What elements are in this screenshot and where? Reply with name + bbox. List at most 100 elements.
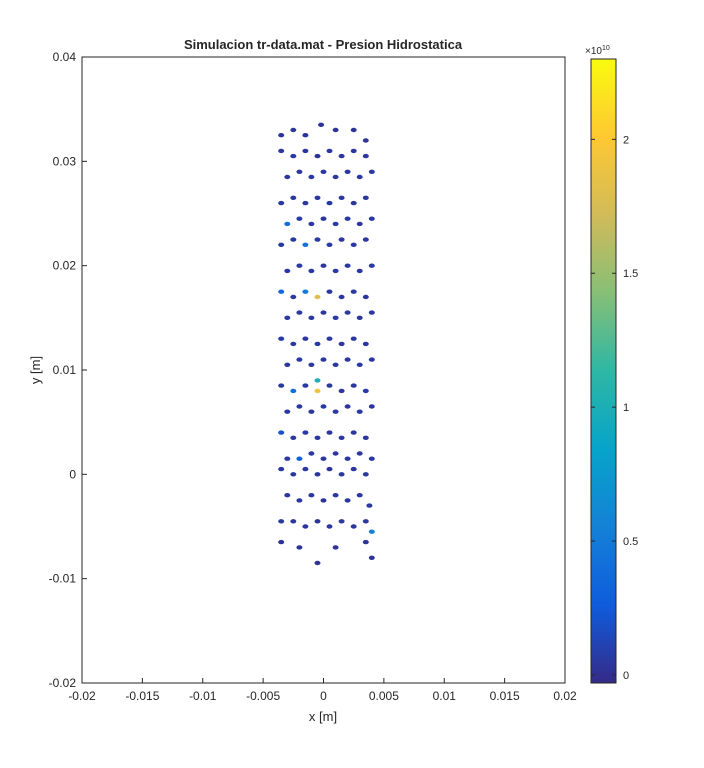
- data-point-148: [332, 127, 339, 133]
- data-point-78: [350, 336, 357, 341]
- data-point-49: [308, 409, 315, 414]
- data-point-121: [290, 195, 297, 200]
- data-point-105: [290, 237, 297, 242]
- data-point-136: [278, 148, 285, 154]
- data-point-120: [278, 200, 285, 206]
- data-point-85: [344, 310, 351, 315]
- data-point-104: [278, 242, 285, 247]
- data-point-137: [290, 153, 297, 159]
- data-point-149: [350, 127, 357, 133]
- data-point-43: [326, 430, 333, 435]
- data-point-30: [362, 472, 369, 477]
- data-point-127: [362, 195, 369, 200]
- data-point-18: [320, 498, 327, 503]
- y-tick-label-2: 0: [69, 467, 76, 481]
- data-point-117: [344, 216, 351, 221]
- data-point-131: [320, 169, 327, 174]
- data-point-70: [356, 362, 363, 367]
- data-point-8: [302, 524, 309, 529]
- data-point-69: [344, 357, 351, 362]
- colorbar-tick-label-1: 0.5: [623, 536, 638, 548]
- data-point-107: [314, 237, 321, 242]
- data-point-47: [284, 409, 291, 414]
- data-point-98: [308, 268, 315, 274]
- data-point-27: [326, 466, 333, 472]
- data-point-108: [326, 242, 333, 247]
- data-point-123: [314, 195, 321, 200]
- colorbar-exponent-base: ×10: [585, 46, 602, 57]
- data-point-52: [344, 404, 351, 409]
- data-point-58: [314, 388, 321, 394]
- data-point-77: [338, 341, 345, 347]
- data-point-91: [314, 294, 321, 300]
- data-point-62: [362, 388, 369, 394]
- chart-title: Simulacion tr-data.mat - Presion Hidrost…: [184, 37, 463, 52]
- data-point-5: [368, 555, 375, 560]
- data-point-63: [284, 362, 291, 367]
- data-point-94: [350, 289, 357, 294]
- data-point-106: [302, 242, 309, 247]
- plot-area: [82, 57, 565, 683]
- data-point-19: [332, 493, 339, 498]
- data-point-34: [320, 456, 327, 461]
- x-tick-label-0: -0.02: [68, 689, 96, 703]
- x-tick-label-6: 0.01: [433, 689, 457, 703]
- y-tick-label-1: -0.01: [49, 572, 77, 586]
- y-tick-label-3: 0.01: [53, 363, 77, 377]
- data-point-147: [318, 122, 325, 128]
- data-point-122: [302, 200, 309, 206]
- data-point-139: [314, 153, 321, 159]
- colorbar-exponent: ×1010: [585, 45, 610, 57]
- data-point-126: [350, 200, 357, 206]
- data-point-50: [320, 404, 327, 409]
- data-point-37: [356, 451, 363, 456]
- data-point-24: [290, 472, 297, 477]
- data-point-86: [356, 315, 363, 320]
- data-point-84: [332, 315, 339, 320]
- data-point-46: [362, 435, 369, 440]
- data-point-95: [362, 294, 369, 300]
- data-point-67: [320, 357, 327, 362]
- data-point-145: [290, 127, 297, 133]
- x-tick-label-2: -0.01: [189, 689, 217, 703]
- data-point-22: [366, 503, 373, 508]
- data-point-73: [290, 341, 297, 347]
- data-point-28: [338, 472, 345, 477]
- data-point-87: [368, 310, 375, 315]
- x-tick-label-5: 0.005: [369, 689, 399, 703]
- data-point-36: [344, 456, 351, 461]
- data-point-125: [338, 195, 345, 200]
- data-point-55: [278, 383, 285, 388]
- data-point-2: [314, 560, 321, 566]
- data-point-12: [350, 524, 357, 529]
- data-point-113: [296, 216, 303, 221]
- data-point-76: [326, 336, 333, 341]
- data-point-44: [338, 435, 345, 440]
- data-point-68: [332, 362, 339, 367]
- data-point-89: [290, 294, 297, 300]
- data-point-26: [314, 472, 321, 477]
- data-point-31: [284, 456, 291, 461]
- data-point-101: [344, 263, 351, 268]
- x-tick-label-3: -0.005: [246, 689, 280, 703]
- colorbar-tick-label-4: 2: [623, 134, 629, 146]
- data-point-83: [320, 310, 327, 315]
- data-point-15: [284, 493, 291, 498]
- data-point-116: [332, 221, 339, 227]
- colorbar-exponent-power: 10: [602, 45, 610, 52]
- data-point-56: [290, 388, 297, 394]
- data-point-53: [356, 409, 363, 414]
- data-point-17: [308, 493, 315, 498]
- data-point-109: [338, 237, 345, 242]
- data-point-144: [278, 133, 285, 138]
- data-point-11: [338, 519, 345, 524]
- data-point-38: [368, 456, 375, 461]
- data-point-72: [278, 336, 285, 341]
- data-point-29: [350, 466, 357, 472]
- data-point-51: [332, 409, 339, 414]
- data-point-134: [356, 174, 363, 180]
- data-point-23: [278, 466, 285, 472]
- data-point-40: [290, 435, 297, 440]
- colorbar-tick-label-3: 1.5: [623, 268, 638, 280]
- data-point-93: [338, 294, 345, 300]
